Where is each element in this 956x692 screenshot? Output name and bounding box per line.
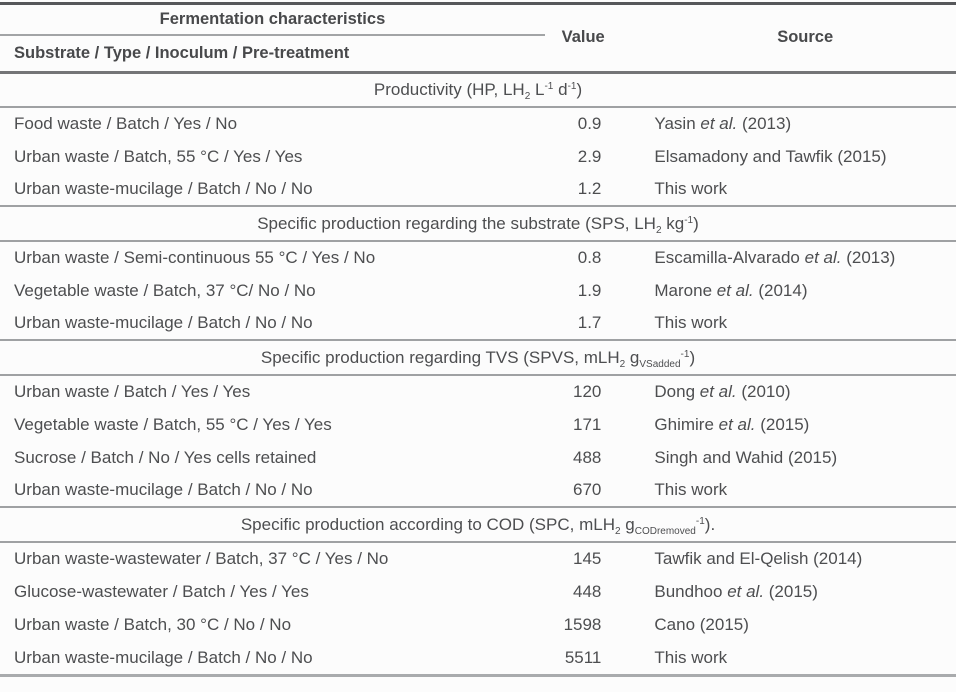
section-title: Productivity (HP, LH2 L-1 d-1) (0, 71, 956, 108)
table-row: Urban waste-wastewater / Batch, 37 °C / … (0, 542, 956, 575)
section-header-row: Specific production regarding TVS (SPVS,… (0, 339, 956, 376)
value-cell: 448 (573, 581, 602, 601)
table-section: Productivity (HP, LH2 L-1 d-1) Food wast… (0, 71, 956, 206)
table-row: Food waste / Batch / Yes / No 0.9 Yasin … (0, 107, 956, 140)
section-header-row: Specific production according to COD (SP… (0, 506, 956, 543)
header-group-row: Fermentation characteristics Value Sourc… (0, 5, 956, 74)
section-header-row: Productivity (HP, LH2 L-1 d-1) (0, 71, 956, 108)
value-cell: 1.2 (577, 179, 602, 198)
value-cell: 670 (573, 480, 602, 499)
source-cell: This work (654, 647, 728, 667)
table-row: Vegetable waste / Batch, 37 °C/ No / No … (0, 274, 956, 307)
section-title: Specific production regarding the substr… (0, 205, 956, 242)
source-cell: This work (654, 179, 728, 198)
source-cell: Tawfik and El-Qelish (2014) (654, 549, 863, 568)
table-row: Glucose-wastewater / Batch / Yes / Yes 4… (0, 575, 956, 608)
table-section: Specific production regarding TVS (SPVS,… (0, 339, 956, 507)
table-row: Urban waste-mucilage / Batch / No / No 1… (0, 173, 956, 206)
table-row: Urban waste-mucilage / Batch / No / No 1… (0, 307, 956, 340)
header-source: Source (621, 5, 956, 74)
header-substrate-type-inoculum-pretreatment: Substrate / Type / Inoculum / Pre-treatm… (0, 35, 545, 74)
substrate-cell: Urban waste-mucilage / Batch / No / No (14, 179, 313, 198)
table-section: Specific production according to COD (SP… (0, 506, 956, 674)
table-row: Urban waste / Semi-continuous 55 °C / Ye… (0, 241, 956, 274)
value-cell: 0.8 (577, 248, 602, 267)
fermentation-table-wrapper: Fermentation characteristics Value Sourc… (0, 2, 956, 677)
source-cell: Elsamadony and Tawfik (2015) (654, 146, 887, 166)
substrate-cell: Sucrose / Batch / No / Yes cells retaine… (14, 447, 317, 467)
header-value: Value (544, 5, 622, 74)
substrate-cell: Urban waste-mucilage / Batch / No / No (14, 480, 313, 499)
section-title: Specific production according to COD (SP… (0, 506, 956, 543)
substrate-cell: Urban waste / Batch, 30 °C / No / No (14, 614, 292, 634)
value-cell: 2.9 (577, 146, 602, 166)
table-row: Urban waste / Batch, 30 °C / No / No 159… (0, 608, 956, 641)
source-cell: Dong et al. (2010) (654, 382, 791, 401)
substrate-cell: Urban waste-mucilage / Batch / No / No (14, 647, 313, 667)
header-fermentation-characteristics: Fermentation characteristics (0, 5, 545, 36)
value-cell: 1598 (563, 614, 602, 634)
table-row: Vegetable waste / Batch, 55 °C / Yes / Y… (0, 408, 956, 441)
substrate-cell: Urban waste / Batch, 55 °C / Yes / Yes (14, 146, 303, 166)
table-row: Urban waste / Batch / Yes / Yes 120 Dong… (0, 375, 956, 408)
substrate-cell: Food waste / Batch / Yes / No (14, 114, 238, 133)
value-cell: 0.9 (577, 114, 602, 133)
table-section: Specific production regarding the substr… (0, 205, 956, 340)
value-cell: 488 (573, 447, 602, 467)
value-cell: 120 (573, 382, 602, 401)
value-cell: 5511 (564, 647, 602, 667)
source-cell: Cano (2015) (654, 614, 749, 634)
section-title: Specific production regarding TVS (SPVS,… (0, 339, 956, 376)
table-header: Fermentation characteristics Value Sourc… (0, 5, 956, 74)
source-cell: This work (654, 480, 728, 499)
value-cell: 1.9 (577, 280, 602, 300)
table-row: Urban waste / Batch, 55 °C / Yes / Yes 2… (0, 140, 956, 173)
table-row: Sucrose / Batch / No / Yes cells retaine… (0, 441, 956, 474)
source-cell: Marone et al. (2014) (654, 280, 808, 300)
fermentation-table: Fermentation characteristics Value Sourc… (0, 5, 956, 674)
source-cell: Yasin et al. (2013) (654, 114, 792, 133)
value-cell: 145 (573, 549, 602, 568)
substrate-cell: Glucose-wastewater / Batch / Yes / Yes (14, 581, 309, 601)
substrate-cell: Urban waste / Semi-continuous 55 °C / Ye… (14, 248, 376, 267)
source-cell: This work (654, 313, 728, 332)
substrate-cell: Vegetable waste / Batch, 55 °C / Yes / Y… (14, 414, 332, 434)
source-cell: Bundhoo et al. (2015) (654, 581, 818, 601)
substrate-cell: Urban waste / Batch / Yes / Yes (14, 382, 251, 401)
value-cell: 171 (573, 414, 602, 434)
source-cell: Singh and Wahid (2015) (654, 447, 838, 467)
source-cell: Ghimire et al. (2015) (654, 414, 810, 434)
substrate-cell: Urban waste-wastewater / Batch, 37 °C / … (14, 549, 389, 568)
section-header-row: Specific production regarding the substr… (0, 205, 956, 242)
source-cell: Escamilla-Alvarado et al. (2013) (654, 248, 896, 267)
table-row: Urban waste-mucilage / Batch / No / No 6… (0, 474, 956, 507)
header-sub-row: Substrate / Type / Inoculum / Pre-treatm… (0, 35, 956, 74)
value-cell: 1.7 (577, 313, 602, 332)
substrate-cell: Urban waste-mucilage / Batch / No / No (14, 313, 313, 332)
table-row: Urban waste-mucilage / Batch / No / No 5… (0, 641, 956, 674)
substrate-cell: Vegetable waste / Batch, 37 °C/ No / No (14, 280, 316, 300)
